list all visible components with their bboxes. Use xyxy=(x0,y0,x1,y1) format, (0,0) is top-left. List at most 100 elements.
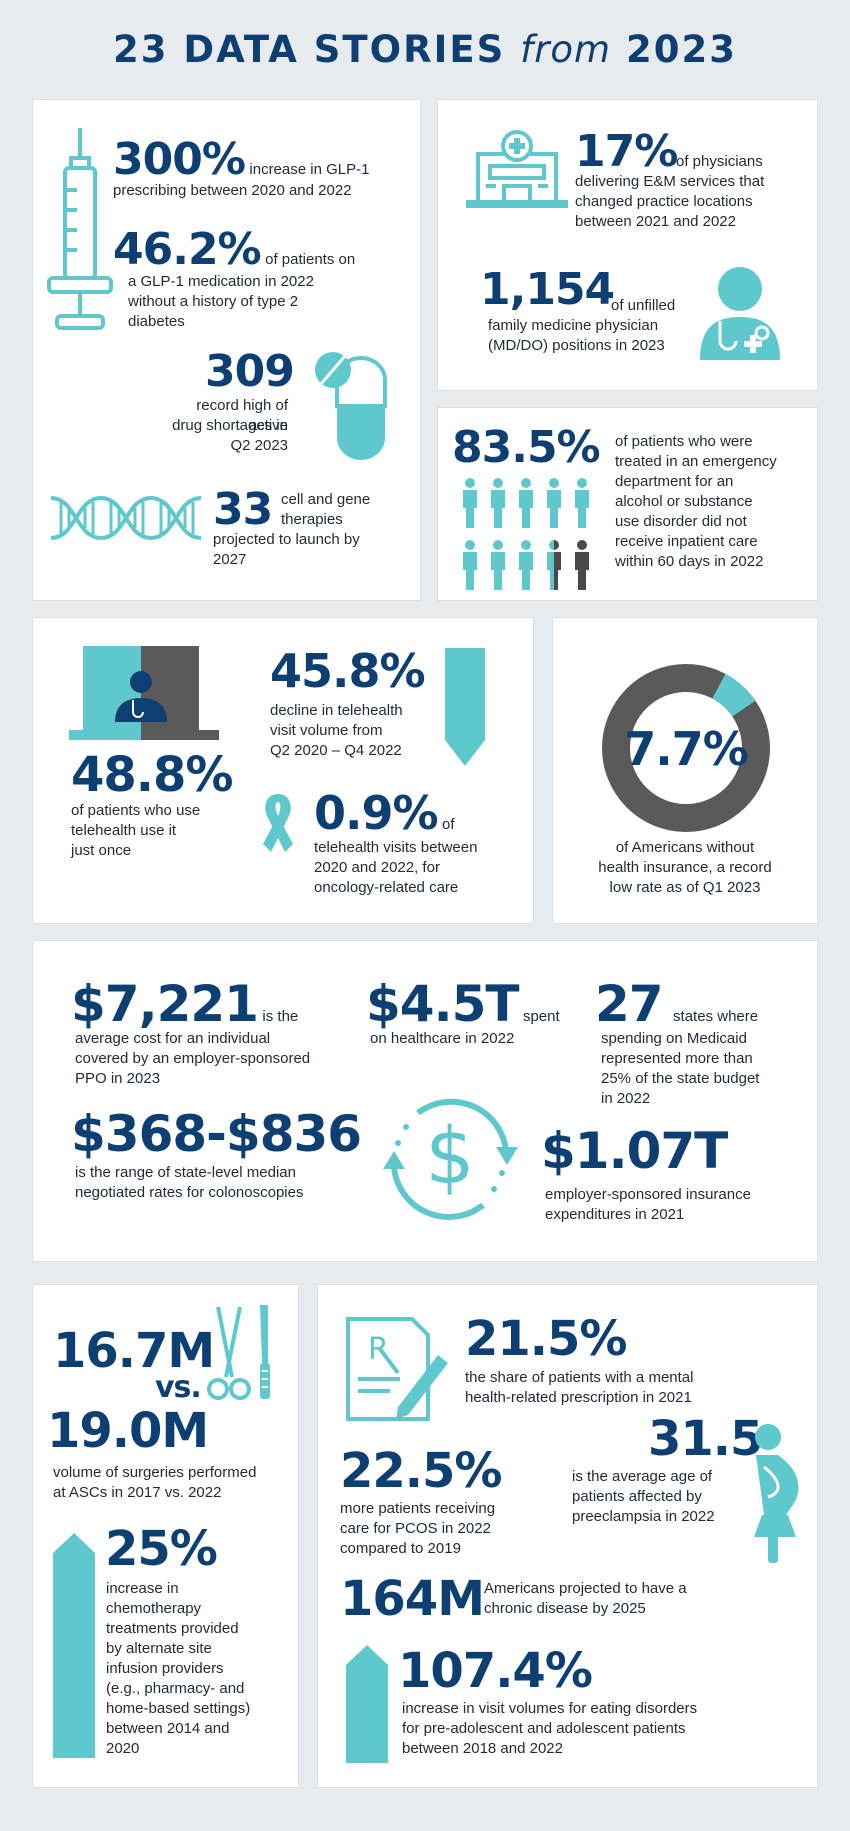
preeclampsia-text2: patients affected by xyxy=(572,1488,702,1505)
oncology-text2: 2020 and 2022, for xyxy=(314,859,440,876)
ppo-cost-text0: is the xyxy=(262,1008,299,1025)
people-icons xyxy=(463,478,589,590)
chemo-text-5: (e.g., pharmacy- and xyxy=(106,1680,245,1697)
esi-expenditure-text2: expenditures in 2021 xyxy=(545,1206,685,1223)
practice-change-text1: of physicians xyxy=(676,153,763,170)
title-from: from xyxy=(520,28,612,71)
gene-therapy-text4: 2027 xyxy=(213,551,247,568)
pcos-text1: more patients receiving xyxy=(340,1500,496,1517)
glp-increase-text2: prescribing between 2020 and 2022 xyxy=(113,182,352,199)
single-use-text2: telehealth use it xyxy=(71,822,177,839)
dna-icon xyxy=(51,495,202,541)
unfilled-positions-text1: of unfilled xyxy=(611,297,676,314)
chemo-text-7: between 2014 and xyxy=(106,1720,230,1737)
title-year: 2023 xyxy=(625,28,737,71)
donut-remainder xyxy=(602,664,770,832)
single-use-text1: of patients who use xyxy=(71,802,201,819)
surgery-2022-value: 19.0M xyxy=(47,1403,209,1459)
pcos-text2: care for PCOS in 2022 xyxy=(340,1520,491,1537)
shortage-value: 309 xyxy=(205,346,295,397)
mental-health-text2: health-related prescription in 2021 xyxy=(465,1389,692,1406)
uninsured-donut-chart xyxy=(602,664,770,832)
medicaid-states-text3: 25% of the state budget xyxy=(601,1070,760,1087)
eating-disorder-value: 107.4% xyxy=(398,1643,593,1699)
card-surgery: 16.7M vs. 19.0M volume of surgeries perf… xyxy=(33,1285,298,1787)
chemo-value: 25% xyxy=(105,1521,218,1577)
surgery-text1: volume of surgeries performed xyxy=(53,1464,257,1481)
chronic-disease-text1: Americans projected to have a xyxy=(484,1580,687,1597)
esi-expenditure-value: $1.07T xyxy=(541,1122,728,1180)
laptop-telehealth-icon xyxy=(69,646,219,740)
chemo-text-3: by alternate site xyxy=(106,1640,212,1657)
gene-therapy-text1: cell and gene xyxy=(281,491,371,508)
surgery-vs: vs. xyxy=(155,1370,202,1405)
ed-text-1: treated in an emergency xyxy=(615,453,777,470)
card-drugs: 300% increase in GLP-1 prescribing betwe… xyxy=(33,100,420,600)
preeclampsia-text1: is the average age of xyxy=(572,1468,713,1485)
surgical-tools-icon xyxy=(207,1305,270,1400)
preeclampsia-value: 31.5 xyxy=(648,1411,763,1467)
glp-nodiabetes-text3: without a history of type 2 xyxy=(128,293,299,310)
unfilled-positions-text3: (MD/DO) positions in 2023 xyxy=(488,337,665,354)
dollar-sign-icon: $ xyxy=(425,1112,475,1202)
eating-disorder-text3: between 2018 and 2022 xyxy=(402,1740,563,1757)
chemo-text-1: chemotherapy xyxy=(106,1600,202,1617)
colonoscopy-range-value: $368-$836 xyxy=(71,1105,362,1163)
ed-value: 83.5% xyxy=(452,422,601,473)
card-telehealth: 48.8% of patients who use telehealth use… xyxy=(33,618,533,923)
mental-health-text1: the share of patients with a mental xyxy=(465,1369,694,1386)
glp-nodiabetes-value: 46.2% xyxy=(113,224,262,275)
spending-value: $4.5T xyxy=(366,975,519,1033)
esi-expenditure-text1: employer-sponsored insurance xyxy=(545,1186,751,1203)
card-costs: $7,221 is the average cost for an indivi… xyxy=(33,941,817,1261)
card-physicians: 17% of physicians delivering E&M service… xyxy=(438,100,817,390)
donut-uninsured-segment xyxy=(602,664,770,832)
pcos-text3: compared to 2019 xyxy=(340,1540,461,1557)
card-uninsured: 7.7% of Americans without health insuran… xyxy=(553,618,817,923)
chronic-disease-text2: chronic disease by 2025 xyxy=(484,1600,646,1617)
telehealth-decline-text3: Q2 2020 – Q4 2022 xyxy=(270,742,402,759)
glp-nodiabetes-text4: diabetes xyxy=(128,313,185,330)
hospital-icon xyxy=(466,130,568,208)
practice-change-text2: delivering E&M services that xyxy=(575,173,765,190)
uninsured-text1: of Americans without xyxy=(615,839,755,856)
preeclampsia-text3: preeclampsia in 2022 xyxy=(572,1508,715,1525)
gene-therapy-value: 33 xyxy=(213,484,273,535)
ed-text-3: alcohol or substance xyxy=(615,493,753,510)
shortage-text2: drug shortages in xyxy=(172,417,288,434)
ed-text-5: receive inpatient care xyxy=(615,533,758,550)
practice-change-text3: changed practice locations xyxy=(575,193,753,210)
mental-health-value: 21.5% xyxy=(465,1311,628,1367)
telehealth-decline-value: 45.8% xyxy=(270,644,426,698)
medicaid-states-text4: in 2022 xyxy=(601,1090,651,1107)
ppo-cost-text2: covered by an employer-sponsored xyxy=(75,1050,311,1067)
shortage-text3: Q2 2023 xyxy=(230,437,288,454)
eating-disorder-text2: for pre-adolescent and adolescent patien… xyxy=(402,1720,686,1737)
chronic-disease-value: 164M xyxy=(340,1571,485,1627)
practice-change-value: 17% xyxy=(575,126,678,177)
chemo-text-4: infusion providers xyxy=(106,1660,224,1677)
down-arrow-icon xyxy=(445,648,485,766)
page-title: 23 DATA STORIES from 2023 xyxy=(0,28,850,71)
medicaid-states-value: 27 xyxy=(595,975,664,1033)
ppo-cost-text3: PPO in 2023 xyxy=(75,1070,161,1087)
practice-change-text4: between 2021 and 2022 xyxy=(575,213,736,230)
ed-text-6: within 60 days in 2022 xyxy=(615,553,764,570)
glp-nodiabetes-text2: a GLP-1 medication in 2022 xyxy=(128,273,314,290)
ed-text-0: of patients who were xyxy=(615,433,753,450)
oncology-value: 0.9% xyxy=(314,786,439,840)
ribbon-icon xyxy=(263,794,293,852)
glp-nodiabetes-text1: of patients on xyxy=(265,251,356,268)
rx-glyph: R xyxy=(368,1332,389,1367)
oncology-of: of xyxy=(442,816,455,833)
uninsured-value: 7.7% xyxy=(624,722,749,776)
uninsured-text2: health insurance, a record xyxy=(598,859,772,876)
unfilled-positions-value: 1,154 xyxy=(480,264,615,315)
ed-text-4: use disorder did not xyxy=(615,513,747,530)
chemo-text-6: home-based settings) xyxy=(106,1700,251,1717)
unfilled-positions-text2: family medicine physician xyxy=(488,317,659,334)
up-arrow-icon-2 xyxy=(346,1645,388,1763)
telehealth-decline-text1: decline in telehealth xyxy=(270,702,403,719)
ppo-cost-text1: average cost for an individual xyxy=(75,1030,271,1047)
pill-icon xyxy=(315,352,387,460)
